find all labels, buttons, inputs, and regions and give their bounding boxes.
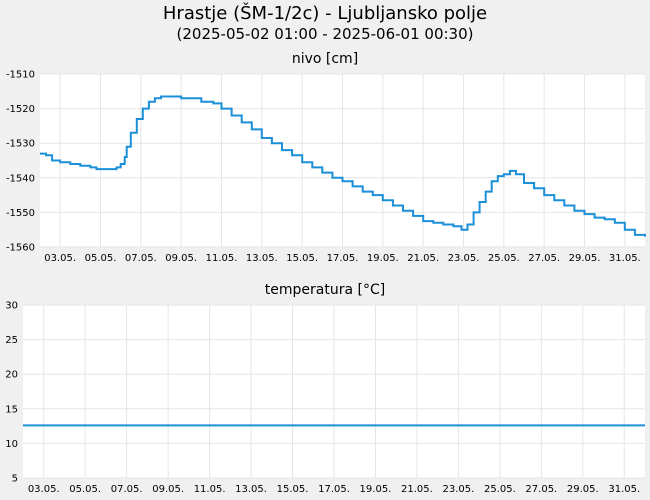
level-x-tick-label: 13.05. bbox=[246, 253, 278, 264]
temperature-x-tick-label: 15.05. bbox=[277, 484, 309, 495]
chart-title: Hrastje (ŠM-1/2c) - Ljubljansko polje bbox=[162, 3, 488, 24]
level-x-tick-label: 29.05. bbox=[569, 253, 601, 264]
level-x-tick-label: 21.05. bbox=[407, 253, 439, 264]
level-x-tick-label: 25.05. bbox=[488, 253, 520, 264]
level-x-tick-label: 05.05. bbox=[85, 253, 117, 264]
temperature-y-tick-label: 30 bbox=[5, 301, 18, 312]
level-panel-title: nivo [cm] bbox=[291, 51, 359, 67]
temperature-x-tick-label: 25.05. bbox=[484, 484, 516, 495]
temperature-panel-title: temperatura [°C] bbox=[264, 282, 386, 298]
temperature-x-tick-label: 13.05. bbox=[235, 484, 267, 495]
level-x-tick-label: 23.05. bbox=[448, 253, 480, 264]
level-x-tick-label: 17.05. bbox=[327, 253, 359, 264]
temperature-y-tick-label: 20 bbox=[5, 370, 18, 381]
level-y-tick-label: -1520 bbox=[6, 104, 35, 115]
level-x-tick-label: 31.05. bbox=[609, 253, 641, 264]
temperature-x-tick-label: 31.05. bbox=[608, 484, 640, 495]
temperature-y-tick-label: 15 bbox=[5, 404, 18, 415]
level-y-tick-label: -1560 bbox=[6, 243, 35, 254]
level-series-line bbox=[40, 95, 646, 237]
level-x-tick-label: 07.05. bbox=[125, 253, 157, 264]
temperature-x-tick-label: 17.05. bbox=[318, 484, 350, 495]
level-y-tick-label: -1530 bbox=[6, 139, 35, 150]
temperature-x-tick-label: 07.05. bbox=[111, 484, 143, 495]
temperature-x-tick-label: 09.05. bbox=[152, 484, 184, 495]
level-x-tick-label: 09.05. bbox=[165, 253, 197, 264]
level-x-tick-label: 11.05. bbox=[206, 253, 238, 264]
level-x-tick-label: 15.05. bbox=[286, 253, 318, 264]
temperature-x-tick-label: 29.05. bbox=[567, 484, 599, 495]
temperature-x-tick-label: 19.05. bbox=[360, 484, 392, 495]
temperature-y-tick-label: 10 bbox=[5, 439, 18, 450]
level-x-tick-label: 03.05. bbox=[44, 253, 76, 264]
temperature-x-tick-label: 23.05. bbox=[442, 484, 474, 495]
temperature-x-tick-label: 03.05. bbox=[28, 484, 60, 495]
temperature-x-tick-label: 27.05. bbox=[525, 484, 557, 495]
temperature-x-tick-label: 11.05. bbox=[194, 484, 226, 495]
level-y-tick-label: -1550 bbox=[6, 208, 35, 219]
temperature-x-tick-label: 05.05. bbox=[69, 484, 101, 495]
temperature-y-tick-label: 5 bbox=[12, 474, 18, 485]
level-x-tick-label: 27.05. bbox=[528, 253, 560, 264]
chart-subtitle: (2025-05-02 01:00 - 2025-06-01 00:30) bbox=[176, 25, 474, 43]
temperature-x-tick-label: 21.05. bbox=[401, 484, 433, 495]
temperature-y-tick-label: 25 bbox=[5, 335, 18, 346]
level-x-tick-label: 19.05. bbox=[367, 253, 399, 264]
level-y-tick-label: -1510 bbox=[6, 70, 35, 81]
level-y-tick-label: -1540 bbox=[6, 173, 35, 184]
